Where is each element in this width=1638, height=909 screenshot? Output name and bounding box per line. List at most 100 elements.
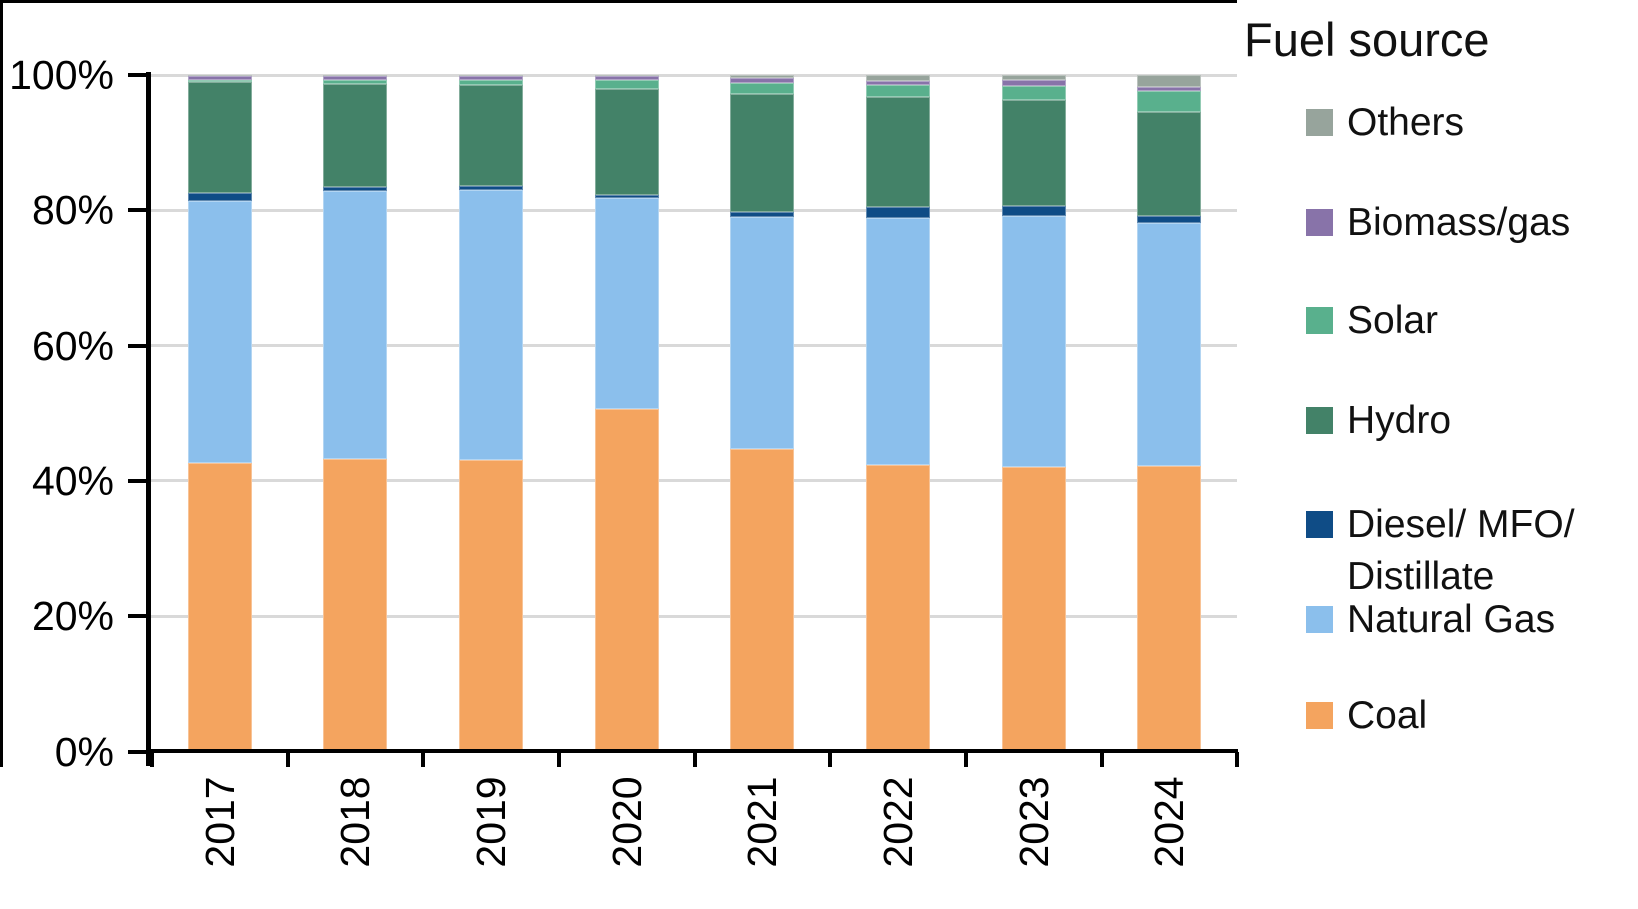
bar-segment-coal-2022 [866, 465, 931, 752]
bar-2023 [1001, 0, 1066, 752]
bar-segment-diesel-mfo-distillate-2023 [1001, 205, 1066, 217]
bar-segment-natural-gas-2023 [1001, 216, 1066, 468]
y-tick-40 [128, 478, 150, 483]
x-axis-label-2021: 2021 [739, 776, 786, 868]
bar-segment-hydro-2023 [1001, 100, 1066, 206]
bar-segment-coal-2023 [1001, 467, 1066, 752]
bar-segment-natural-gas-2021 [730, 217, 795, 450]
bar-segment-natural-gas-2020 [594, 198, 659, 410]
bar-2017 [187, 0, 252, 752]
bar-segment-diesel-mfo-distillate-2021 [730, 211, 795, 218]
bar-segment-hydro-2022 [866, 97, 931, 207]
legend-swatch-natural-gas [1306, 606, 1333, 633]
legend-item-coal: Coal [1306, 690, 1626, 742]
bar-segment-natural-gas-2024 [1137, 223, 1202, 466]
x-tick-6 [963, 752, 968, 767]
y-axis-line [146, 72, 151, 766]
bar-segment-diesel-mfo-distillate-2020 [594, 195, 659, 199]
bar-segment-hydro-2019 [459, 85, 524, 186]
x-tick-3 [556, 752, 561, 767]
legend-item-solar: Solar [1306, 295, 1626, 347]
bar-2022 [866, 0, 931, 752]
x-axis-label-2018: 2018 [332, 776, 379, 868]
frame-border-top [0, 0, 1237, 3]
gridline-40 [151, 479, 1237, 483]
bar-segment-biomass-gas-2021 [730, 78, 795, 84]
bar-segment-coal-2020 [594, 409, 659, 752]
x-tick-7 [1099, 752, 1104, 767]
bar-2021 [730, 0, 795, 752]
bar-segment-solar-2017 [187, 80, 252, 83]
bar-segment-diesel-mfo-distillate-2022 [866, 206, 931, 219]
bar-2019 [459, 0, 524, 752]
bar-segment-biomass-gas-2022 [866, 81, 931, 86]
x-tick-1 [285, 752, 290, 767]
bar-segment-natural-gas-2017 [187, 200, 252, 463]
legend-swatch-diesel-mfo-distillate [1306, 511, 1333, 538]
y-tick-0 [128, 749, 150, 754]
bar-segment-diesel-mfo-distillate-2017 [187, 193, 252, 201]
bar-2024 [1137, 0, 1202, 752]
x-axis-label-2017: 2017 [196, 776, 243, 868]
legend-title: Fuel source [1244, 13, 1490, 66]
y-axis-label-100: 100% [9, 52, 114, 98]
bar-segment-coal-2021 [730, 449, 795, 752]
bar-2020 [594, 0, 659, 752]
legend-swatch-solar [1306, 307, 1333, 334]
gridline-100 [151, 73, 1237, 77]
legend-item-diesel-mfo-distillate: Diesel/ MFO/ Distillate [1306, 499, 1626, 603]
y-tick-20 [128, 614, 150, 619]
bar-segment-coal-2019 [459, 459, 524, 752]
legend: Fuel source Others Biomass/gas Solar Hydro D… [1240, 0, 1638, 909]
legend-label-solar: Solar [1347, 299, 1439, 342]
y-axis-label-40: 40% [31, 457, 114, 504]
legend-label-biomass-gas: Biomass/gas [1347, 201, 1571, 244]
y-axis-label-0: 0% [54, 728, 114, 775]
bar-segment-others-2024 [1137, 75, 1202, 87]
bar-segment-natural-gas-2018 [323, 190, 388, 460]
legend-swatch-coal [1306, 702, 1333, 729]
bar-segment-others-2019 [459, 75, 524, 77]
x-tick-4 [692, 752, 697, 767]
x-tick-0 [150, 752, 154, 767]
bar-segment-natural-gas-2019 [459, 190, 524, 460]
y-tick-100 [128, 73, 150, 77]
bar-segment-diesel-mfo-distillate-2024 [1137, 216, 1202, 224]
legend-item-natural-gas: Natural Gas [1306, 594, 1626, 646]
legend-swatch-hydro [1306, 407, 1333, 434]
y-axis-label-20: 20% [31, 593, 114, 640]
gridline-80 [151, 208, 1237, 212]
y-axis-label-80: 80% [31, 187, 114, 234]
bar-segment-solar-2023 [1001, 85, 1066, 101]
bar-segment-others-2017 [187, 75, 252, 76]
legend-label-natural-gas: Natural Gas [1347, 598, 1556, 641]
x-axis-label-2024: 2024 [1146, 776, 1193, 868]
y-tick-60 [128, 343, 150, 348]
gridline-20 [151, 614, 1237, 618]
bar-segment-solar-2020 [594, 79, 659, 90]
bar-segment-others-2021 [730, 75, 795, 79]
legend-label-diesel-mfo-distillate: Diesel/ MFO/ Distillate [1347, 503, 1575, 598]
frame-border-left [0, 0, 3, 767]
bar-segment-hydro-2024 [1137, 112, 1202, 217]
bar-segment-biomass-gas-2018 [323, 75, 388, 81]
x-axis-label-2023: 2023 [1010, 776, 1057, 868]
x-axis-line [146, 749, 1238, 753]
x-tick-2 [421, 752, 426, 767]
x-tick-8 [1235, 752, 1240, 767]
bar-segment-solar-2022 [866, 85, 931, 98]
bar-segment-biomass-gas-2017 [187, 75, 252, 81]
legend-item-others: Others [1306, 97, 1626, 149]
legend-swatch-biomass-gas [1306, 209, 1333, 236]
bar-segment-diesel-mfo-distillate-2019 [459, 185, 524, 190]
bar-segment-coal-2017 [187, 462, 252, 752]
bar-segment-biomass-gas-2023 [1001, 80, 1066, 86]
legend-swatch-others [1306, 109, 1333, 136]
gridline-60 [151, 344, 1237, 348]
x-axis-label-2022: 2022 [875, 776, 922, 868]
bar-2018 [323, 0, 388, 752]
bar-segment-coal-2024 [1137, 466, 1202, 752]
bar-segment-hydro-2021 [730, 93, 795, 212]
bar-segment-others-2022 [866, 75, 931, 82]
